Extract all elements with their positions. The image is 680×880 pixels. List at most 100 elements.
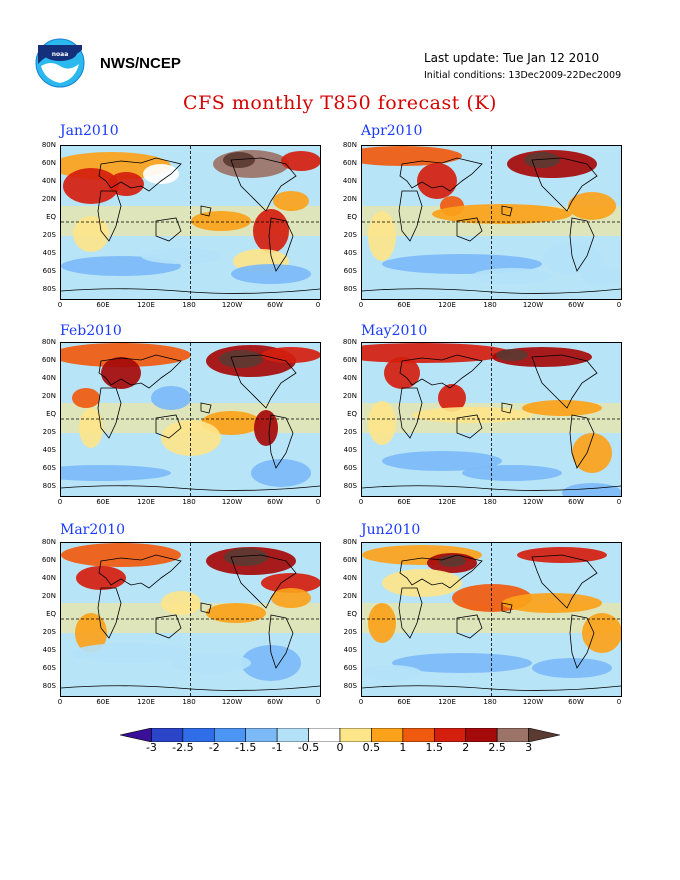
lon-tick-label: 0 <box>358 698 364 706</box>
colorbar-label: -2 <box>208 741 220 754</box>
colorbar-label: 0.5 <box>362 741 381 754</box>
lat-tick-label: 60S <box>42 267 56 275</box>
colorbar-swatch <box>402 728 435 742</box>
lat-tick-label: 40S <box>343 249 357 257</box>
lon-tick-label: 180 <box>483 301 497 309</box>
lat-tick-label: 60S <box>343 464 357 472</box>
lon-tick-label: 0 <box>616 301 622 309</box>
lat-tick-label: 80N <box>41 141 56 149</box>
colorbar-label: -1.5 <box>234 741 257 754</box>
colorbar <box>120 728 560 742</box>
lon-tick-label: 60W <box>267 301 283 309</box>
colorbar-swatch <box>276 728 309 742</box>
lat-tick-label: 40N <box>342 177 357 185</box>
lat-tick-label: 20S <box>42 231 56 239</box>
lat-tick-label: 80S <box>343 285 357 293</box>
lat-tick-label: 40N <box>41 177 56 185</box>
colorbar-label: 1 <box>399 741 407 754</box>
lon-tick-label: 120E <box>137 301 155 309</box>
lon-tick-label: 180 <box>182 301 196 309</box>
noaa-logo-icon: noaa <box>35 38 85 88</box>
lat-tick-label: 60N <box>41 159 56 167</box>
lon-tick-label: 0 <box>315 301 321 309</box>
lat-tick-label: 80S <box>343 482 357 490</box>
map-panel-mar <box>60 542 321 697</box>
colorbar-label: -2.5 <box>172 741 194 754</box>
panel-label-apr: Apr2010 <box>361 123 423 139</box>
lon-tick-label: 0 <box>57 301 63 309</box>
lat-tick-label: 80N <box>342 538 357 546</box>
lon-tick-label: 0 <box>616 498 622 506</box>
lon-tick-label: 120W <box>221 498 243 506</box>
page-title: CFS monthly T850 forecast (K) <box>183 92 497 114</box>
lat-tick-label: 20S <box>343 628 357 636</box>
lat-tick-label: 20S <box>343 231 357 239</box>
lat-tick-label: 60N <box>342 356 357 364</box>
colorbar-label: -3 <box>145 741 157 754</box>
colorbar-swatch <box>120 728 152 742</box>
lat-tick-label: 80S <box>42 285 56 293</box>
lat-tick-label: 40S <box>343 446 357 454</box>
lon-tick-label: 60E <box>96 301 110 309</box>
lat-tick-label: 40S <box>42 446 56 454</box>
panel-label-feb: Feb2010 <box>60 323 122 339</box>
lat-tick-label: 60N <box>342 556 357 564</box>
last-update: Last update: Tue Jan 12 2010 <box>424 51 600 65</box>
initial-conditions: Initial conditions: 13Dec2009-22Dec2009 <box>424 70 622 81</box>
colorbar-swatch <box>371 728 404 742</box>
lat-tick-label: 40N <box>41 574 56 582</box>
panel-label-jan: Jan2010 <box>60 123 119 139</box>
lat-tick-label: 20S <box>42 428 56 436</box>
colorbar-swatch <box>151 728 184 742</box>
lon-tick-label: 0 <box>616 698 622 706</box>
colorbar-label: 1.5 <box>425 741 444 754</box>
lat-tick-label: 20N <box>41 592 56 600</box>
lon-tick-label: 60E <box>397 698 411 706</box>
lat-tick-label: 60N <box>41 356 56 364</box>
lat-tick-label: 60S <box>42 664 56 672</box>
lat-tick-label: 60S <box>343 664 357 672</box>
map-panel-may <box>361 342 622 497</box>
lat-tick-label: EQ <box>347 610 357 618</box>
colorbar-swatch <box>528 728 560 742</box>
colorbar-label: -0.5 <box>297 741 320 754</box>
lon-tick-label: 60W <box>267 498 283 506</box>
lat-tick-label: 40S <box>42 646 56 654</box>
lat-tick-label: 40N <box>342 574 357 582</box>
map-panel-jan <box>60 145 321 300</box>
lon-tick-label: 120E <box>137 498 155 506</box>
colorbar-swatch <box>213 728 247 742</box>
lon-tick-label: 180 <box>182 698 196 706</box>
lon-tick-label: 120W <box>522 698 544 706</box>
lon-tick-label: 0 <box>57 698 63 706</box>
lat-tick-label: EQ <box>347 410 357 418</box>
colorbar-label: 3 <box>525 741 533 754</box>
lat-tick-label: 20N <box>342 592 357 600</box>
panel-label-mar: Mar2010 <box>60 522 126 538</box>
lon-tick-label: 180 <box>483 498 497 506</box>
lat-tick-label: 40S <box>343 646 357 654</box>
lon-tick-label: 120W <box>522 301 544 309</box>
panel-label-may: May2010 <box>361 323 428 339</box>
lon-tick-label: 60E <box>397 498 411 506</box>
colorbar-swatch <box>339 728 372 742</box>
colorbar-label: 2 <box>462 741 470 754</box>
colorbar-label: 0 <box>336 741 344 754</box>
lat-tick-label: EQ <box>46 410 56 418</box>
lon-tick-label: 60E <box>397 301 411 309</box>
colorbar-swatch <box>308 728 341 742</box>
lat-tick-label: 60N <box>41 556 56 564</box>
colorbar-swatch <box>465 728 498 742</box>
colorbar-label: -1 <box>271 741 283 754</box>
lon-tick-label: 120E <box>438 301 456 309</box>
lat-tick-label: 20N <box>342 392 357 400</box>
lat-tick-label: 80S <box>343 682 357 690</box>
lon-tick-label: 0 <box>358 301 364 309</box>
lon-tick-label: 60W <box>568 498 584 506</box>
lat-tick-label: EQ <box>46 610 56 618</box>
map-panel-apr <box>361 145 622 300</box>
colorbar-label: 2.5 <box>488 741 506 754</box>
lat-tick-label: 60S <box>42 464 56 472</box>
lon-tick-label: 180 <box>483 698 497 706</box>
lat-tick-label: 80N <box>342 141 357 149</box>
